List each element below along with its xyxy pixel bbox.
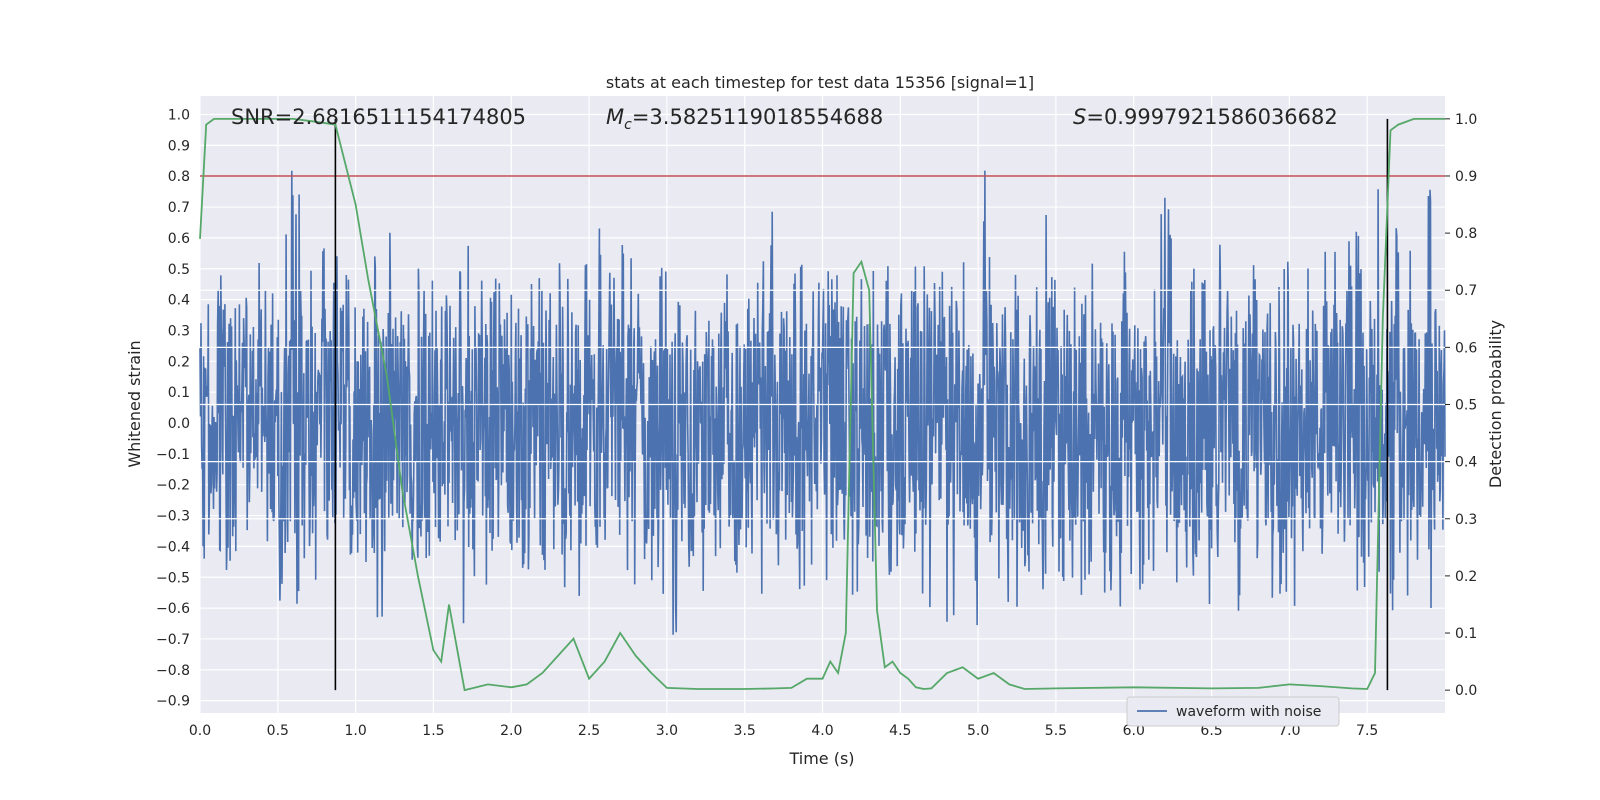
y-tick-label: −0.1 — [156, 447, 190, 463]
y-tick-label: 0.2 — [168, 354, 190, 370]
y-tick-label: 1.0 — [168, 108, 190, 124]
y2-tick-label: 0.0 — [1455, 683, 1477, 699]
y-tick-label: −0.4 — [156, 539, 190, 555]
snr-annotation: SNR=2.6816511154174805 — [231, 105, 526, 129]
x-tick-label: 6.5 — [1200, 723, 1222, 739]
chart-title: stats at each timestep for test data 153… — [606, 73, 1034, 92]
y-tick-label: 0.7 — [168, 200, 190, 216]
y2-tick-label: 0.5 — [1455, 398, 1477, 414]
y-tick-label: 0.9 — [168, 138, 190, 154]
y2-tick-label: 0.6 — [1455, 340, 1477, 356]
y-tick-label: 0.8 — [168, 169, 190, 185]
x-tick-label: 7.0 — [1278, 723, 1300, 739]
waveform-line — [199, 170, 1446, 635]
y-tick-label: 0.5 — [168, 262, 190, 278]
y-tick-label: −0.8 — [156, 663, 190, 679]
y-tick-label: −0.6 — [156, 601, 190, 617]
legend-box — [1126, 696, 1340, 727]
x-tick-label: 6.0 — [1123, 723, 1145, 739]
x-tick-label: 1.0 — [344, 723, 366, 739]
x-axis-ticks: 0.0 0.5 1.0 1.5 2.0 2.5 3.0 3.5 4.0 4.5 5.0 5.5 6.0 6… — [189, 723, 1378, 739]
x-tick-label: 0.5 — [267, 723, 289, 739]
legend: waveform with noise — [1126, 696, 1340, 727]
chirp-mass-subscript: c — [624, 117, 632, 133]
y2-tick-label: 0.3 — [1455, 512, 1477, 528]
significance-annotation: S=0.9997921586036682 — [1073, 105, 1338, 129]
x-tick-label: 5.0 — [967, 723, 989, 739]
y2-tick-label: 0.8 — [1455, 226, 1477, 242]
probability-line — [199, 118, 1445, 692]
probability-series — [199, 118, 1445, 692]
x-tick-label: 2.5 — [578, 723, 600, 739]
x-tick-label: 7.5 — [1356, 723, 1378, 739]
y-tick-label: −0.7 — [156, 632, 190, 648]
legend-label: waveform with noise — [1176, 704, 1321, 720]
y2-tick-label: 0.9 — [1455, 169, 1477, 185]
chirp-mass-value: =3.5825119018554688 — [632, 105, 883, 129]
x-tick-label: 2.0 — [500, 723, 522, 739]
y2-tick-label: 0.4 — [1455, 455, 1477, 471]
y-tick-label: −0.9 — [156, 694, 190, 710]
y2-tick-label: 0.1 — [1455, 626, 1477, 642]
y2-tick-label: 1.0 — [1455, 112, 1477, 128]
x-tick-label: 3.5 — [734, 723, 756, 739]
x-tick-label: 3.0 — [656, 723, 678, 739]
waveform-series — [199, 170, 1446, 635]
x-axis-label: Time (s) — [788, 749, 854, 768]
x-tick-label: 1.5 — [422, 723, 444, 739]
significance-symbol: S — [1073, 105, 1086, 129]
y-tick-label: −0.2 — [156, 478, 190, 494]
y-tick-label: −0.3 — [156, 509, 190, 525]
x-tick-label: 4.5 — [889, 723, 911, 739]
y-tick-label: 0.0 — [168, 416, 190, 432]
chirp-mass-annotation: Mc=3.5825119018554688 — [606, 105, 883, 133]
y-axis-label: Whitened strain — [125, 340, 144, 467]
secondary-gridlines — [200, 289, 1445, 520]
chirp-mass-symbol: M — [606, 105, 624, 129]
y-tick-label: 0.3 — [168, 323, 190, 339]
x-tick-label: 0.0 — [189, 723, 211, 739]
y-axis-ticks: 1.0 0.9 0.8 0.7 0.6 0.5 0.4 0.3 0.2 0.1 0.0 −0.1 −0.… — [156, 108, 190, 710]
x-tick-label: 5.5 — [1045, 723, 1067, 739]
y2-tick-label: 0.2 — [1455, 569, 1477, 585]
significance-value: =0.9997921586036682 — [1086, 105, 1337, 129]
y2-tick-label: 0.7 — [1455, 283, 1477, 299]
y-tick-label: −0.5 — [156, 570, 190, 586]
x-tick-label: 4.0 — [811, 723, 833, 739]
y-tick-label: 0.6 — [168, 231, 190, 247]
y2-axis-label: Detection probability — [1486, 320, 1505, 488]
y2-axis-ticks: 1.0 0.9 0.8 0.7 0.6 0.5 0.4 0.3 0.2 0.1 0.0 — [1445, 112, 1477, 699]
y-tick-label: 0.1 — [168, 385, 190, 401]
y-tick-label: 0.4 — [168, 293, 190, 309]
